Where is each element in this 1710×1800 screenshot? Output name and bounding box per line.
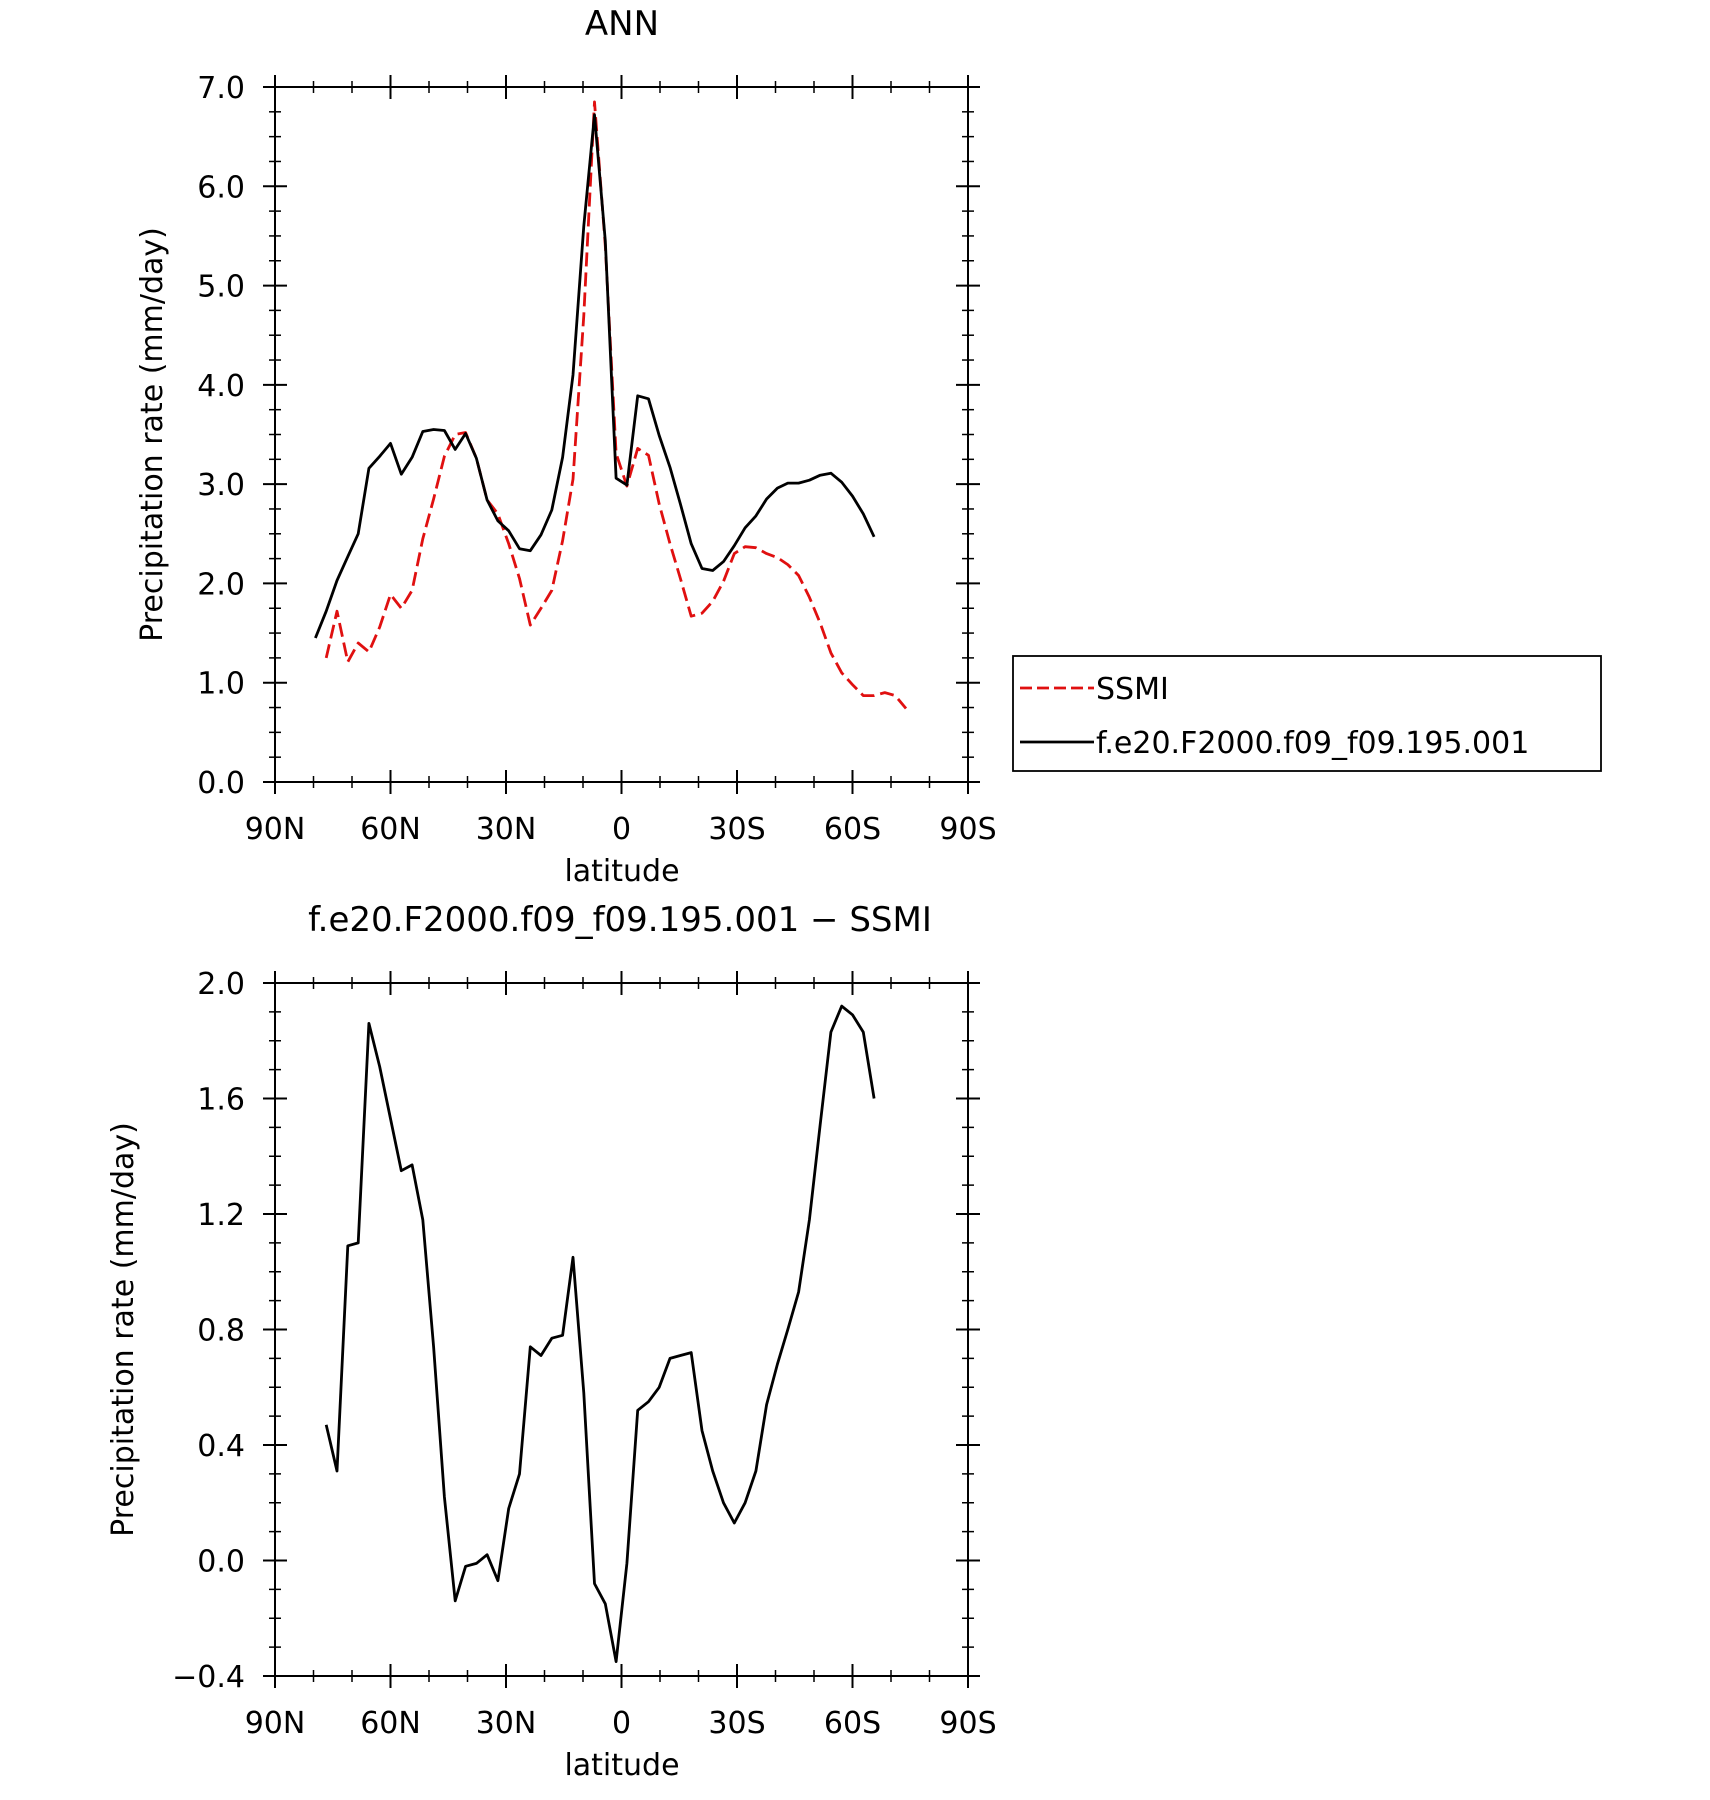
y-tick-label: 2.0 xyxy=(197,967,245,1002)
y-tick-label: 1.2 xyxy=(197,1198,245,1233)
y-tick-label: 3.0 xyxy=(197,468,245,503)
y-tick-label: 2.0 xyxy=(197,567,245,602)
x-tick-label: 30N xyxy=(476,812,537,847)
x-tick-label: 0 xyxy=(612,1706,631,1741)
legend-box xyxy=(1012,655,1602,772)
x-tick-label: 90S xyxy=(939,812,996,847)
y-tick-label: 1.0 xyxy=(197,667,245,702)
x-tick-label: 90S xyxy=(939,1706,996,1741)
x-tick-label: 30S xyxy=(708,812,765,847)
x-tick-label: 60S xyxy=(824,1706,881,1741)
legend-label: f.e20.F2000.f09_f09.195.001 xyxy=(1096,726,1529,761)
x-tick-label: 60N xyxy=(360,812,421,847)
y-tick-label: 5.0 xyxy=(197,270,245,305)
y-tick-label: 0.8 xyxy=(197,1314,245,1349)
legend-label: SSMI xyxy=(1096,672,1169,707)
y-axis-label: Precipitation rate (mm/day) xyxy=(135,227,170,642)
x-axis-label: latitude xyxy=(564,1748,679,1783)
chart-title: ANN xyxy=(585,4,659,44)
plot-frame xyxy=(274,982,969,1677)
y-tick-label: 4.0 xyxy=(197,369,245,404)
chart-title: f.e20.F2000.f09_f09.195.001 − SSMI xyxy=(308,900,932,940)
x-tick-label: 90N xyxy=(245,812,306,847)
plot-frame xyxy=(274,86,969,783)
x-tick-label: 30N xyxy=(476,1706,537,1741)
y-tick-label: 0.4 xyxy=(197,1429,245,1464)
x-axis-label: latitude xyxy=(564,854,679,889)
panel-bottom: −0.4 0.0 0.4 0.8 1.2 1.6 2.0 90N 60N 30N 0 30S 60S 90… xyxy=(106,900,997,1783)
y-tick-label: 1.6 xyxy=(197,1083,245,1118)
series-line-0 xyxy=(324,100,908,710)
y-tick-label: 7.0 xyxy=(197,71,245,106)
x-tick-label: 60S xyxy=(824,812,881,847)
x-tick-label: 60N xyxy=(360,1706,421,1741)
series-line-0 xyxy=(324,1004,876,1663)
y-tick-label: 0.0 xyxy=(197,766,245,801)
panel-top: 0.0 1.0 2.0 3.0 4.0 5.0 6.0 7.0 90N 60N 30N 0 30S 60S… xyxy=(135,4,1602,889)
x-tick-label: 0 xyxy=(612,812,631,847)
x-tick-label: 90N xyxy=(245,1706,306,1741)
y-axis-label: Precipitation rate (mm/day) xyxy=(106,1122,141,1537)
y-tick-label: −0.4 xyxy=(172,1660,245,1695)
y-tick-label: 6.0 xyxy=(197,170,245,205)
y-tick-label: 0.0 xyxy=(197,1545,245,1580)
x-tick-label: 30S xyxy=(708,1706,765,1741)
series-line-1 xyxy=(314,113,876,639)
